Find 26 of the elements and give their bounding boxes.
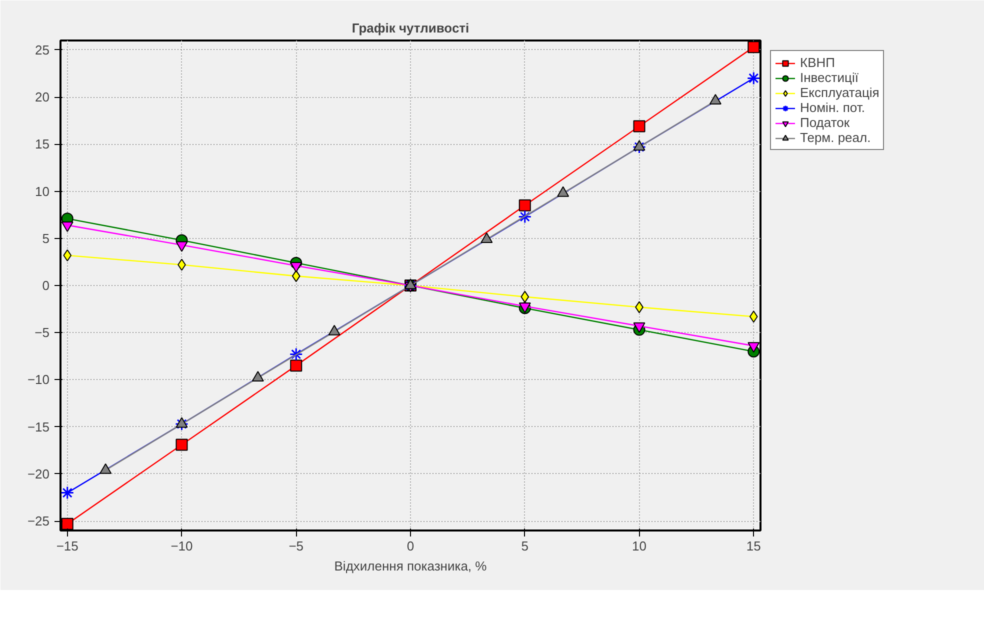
- x-tick-label: 5: [521, 538, 528, 554]
- y-tick-label: −10: [27, 372, 50, 388]
- x-tick-label: 0: [406, 538, 414, 554]
- x-tick-label: −5: [288, 538, 304, 554]
- legend-label: Інвестиції: [800, 70, 858, 85]
- y-tick-label: 20: [35, 90, 50, 105]
- y-tick-label: 0: [42, 278, 50, 293]
- x-tick-label: 15: [746, 538, 761, 554]
- legend-label: Експлуатація: [800, 85, 880, 100]
- chart-title: Графік чутливості: [352, 20, 470, 36]
- x-tick-label: 10: [632, 538, 646, 554]
- x-tick-label: −10: [170, 538, 193, 554]
- legend-label: КВНП: [800, 55, 835, 70]
- x-axis-title: Відхилення показника, %: [334, 558, 488, 574]
- legend-label: Номін. пот.: [800, 100, 865, 115]
- y-tick-label: 5: [42, 230, 50, 246]
- y-tick-label: 10: [35, 184, 50, 199]
- x-tick-label: −15: [56, 538, 78, 554]
- y-tick-label: −20: [27, 466, 50, 482]
- y-tick-label: −5: [34, 325, 50, 340]
- legend-label: Податок: [800, 115, 850, 130]
- y-tick-label: −15: [27, 419, 50, 434]
- y-tick-label: 15: [35, 136, 50, 152]
- y-tick-label: 25: [35, 42, 50, 58]
- y-tick-label: −25: [27, 514, 50, 529]
- legend-label: Терм. реал.: [800, 130, 871, 145]
